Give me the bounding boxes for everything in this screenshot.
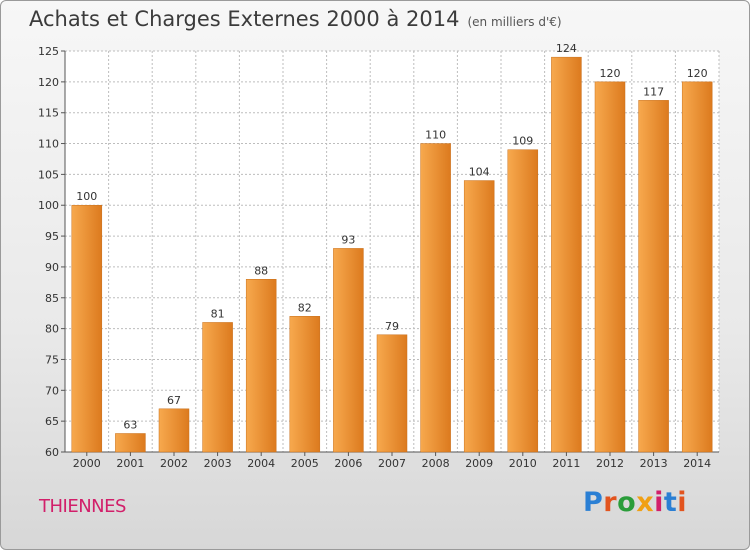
bar-2001 xyxy=(115,433,146,453)
y-tick-label: 80 xyxy=(45,323,59,336)
chart-title: Achats et Charges Externes 2000 à 2014 xyxy=(29,7,460,31)
y-tick-label: 95 xyxy=(45,230,59,243)
x-tick-label-2001: 2001 xyxy=(116,457,144,470)
y-tick-label: 120 xyxy=(38,76,59,89)
logo-letter: t xyxy=(663,487,678,518)
data-label-2013: 117 xyxy=(643,85,664,98)
bar-2014 xyxy=(681,81,713,453)
bar-2012 xyxy=(594,81,626,453)
bar-2004 xyxy=(245,279,277,453)
labels: 60 65 70 75 80 85 90 95 100 105 110 115 120 125 100 200… xyxy=(38,42,711,470)
bar-2010 xyxy=(507,149,539,453)
chart-subtitle: (en milliers d'€) xyxy=(467,15,562,29)
x-tick-label-2008: 2008 xyxy=(422,457,450,470)
place-name: THIENNES xyxy=(39,496,126,517)
data-label-2010: 109 xyxy=(512,135,533,148)
y-tick-label: 125 xyxy=(38,45,59,58)
x-tick-label-2002: 2002 xyxy=(160,457,188,470)
x-tick-label-2014: 2014 xyxy=(683,457,711,470)
y-tick-label: 90 xyxy=(45,261,59,274)
y-tick-label: 110 xyxy=(38,138,59,151)
data-label-2003: 81 xyxy=(211,307,225,320)
x-tick-label-2000: 2000 xyxy=(73,457,101,470)
data-label-2005: 82 xyxy=(298,301,312,314)
data-label-2007: 79 xyxy=(385,320,399,333)
logo-letter: P xyxy=(583,487,604,518)
logo-letter: x xyxy=(636,487,655,518)
x-tick-label-2012: 2012 xyxy=(596,457,624,470)
x-tick-label-2006: 2006 xyxy=(334,457,362,470)
bar-2007 xyxy=(376,334,408,453)
data-label-2004: 88 xyxy=(254,264,268,277)
x-tick-label-2013: 2013 xyxy=(640,457,668,470)
y-tick-label: 70 xyxy=(45,384,59,397)
x-tick-label-2007: 2007 xyxy=(378,457,406,470)
y-tick-label: 115 xyxy=(38,107,59,120)
x-tick-label-2004: 2004 xyxy=(247,457,275,470)
bar-2008 xyxy=(420,143,451,453)
y-tick-label: 65 xyxy=(45,415,59,428)
logo-letter: i xyxy=(654,487,664,518)
logo-letter: o xyxy=(617,487,637,518)
data-label-2014: 120 xyxy=(687,67,708,80)
data-label-2001: 63 xyxy=(123,418,137,431)
y-tick-label: 60 xyxy=(45,446,59,459)
bar-2011 xyxy=(551,56,582,453)
bar-2005 xyxy=(289,316,321,453)
y-tick-label: 105 xyxy=(38,168,59,181)
bar-2003 xyxy=(202,322,233,453)
bars xyxy=(71,56,713,453)
y-tick-label: 85 xyxy=(45,292,59,305)
chart-title-block: Achats et Charges Externes 2000 à 2014 (e… xyxy=(29,7,562,31)
x-tick-label-2005: 2005 xyxy=(291,457,319,470)
logo-letter: i xyxy=(677,487,688,518)
x-tick-label-2009: 2009 xyxy=(465,457,493,470)
data-label-2006: 93 xyxy=(341,233,355,246)
data-label-2000: 100 xyxy=(76,190,97,203)
data-label-2002: 67 xyxy=(167,394,181,407)
x-tick-label-2010: 2010 xyxy=(509,457,537,470)
logo-letter: r xyxy=(603,487,618,518)
data-label-2011: 124 xyxy=(556,42,577,55)
x-tick-label-2011: 2011 xyxy=(552,457,580,470)
data-label-2009: 104 xyxy=(469,166,490,179)
bar-2006 xyxy=(333,248,364,453)
data-label-2012: 120 xyxy=(600,67,621,80)
bar-2009 xyxy=(463,180,495,453)
bar-2000 xyxy=(71,204,103,453)
y-tick-label: 100 xyxy=(38,199,59,212)
y-tick-label: 75 xyxy=(45,353,59,366)
proxiti-logo[interactable]: Proxiti xyxy=(583,487,687,518)
x-tick-label-2003: 2003 xyxy=(204,457,232,470)
data-label-2008: 110 xyxy=(425,129,446,142)
bar-2002 xyxy=(158,408,190,453)
bar-2013 xyxy=(638,100,669,453)
